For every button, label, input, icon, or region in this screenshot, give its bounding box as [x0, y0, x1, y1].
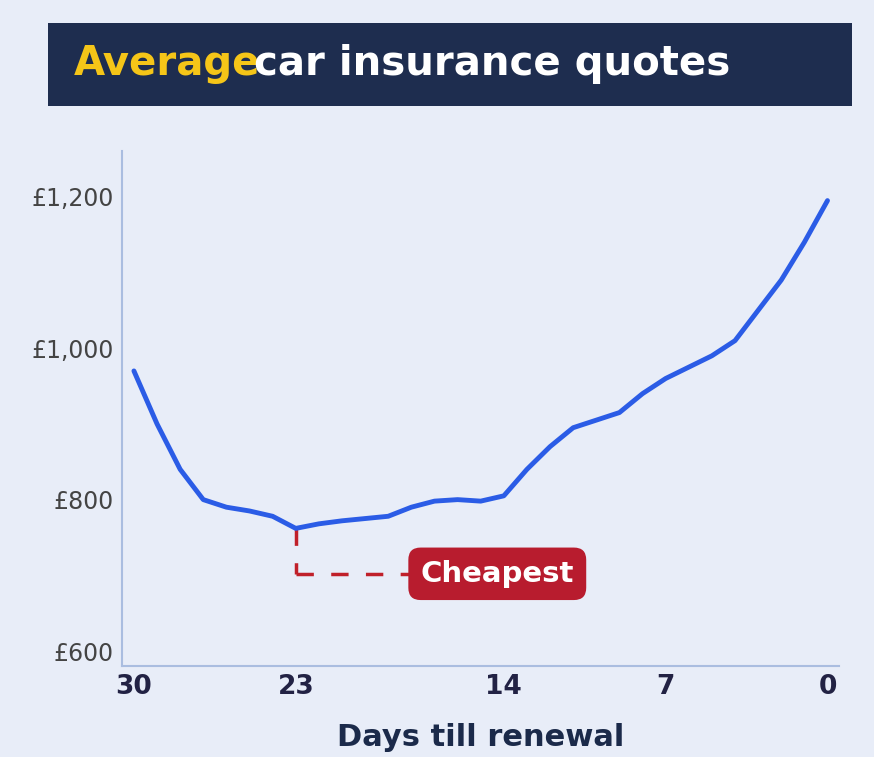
Text: Cheapest: Cheapest — [420, 560, 574, 587]
Text: Average: Average — [74, 45, 260, 84]
Text: car insurance quotes: car insurance quotes — [240, 45, 731, 84]
X-axis label: Days till renewal: Days till renewal — [337, 723, 624, 752]
